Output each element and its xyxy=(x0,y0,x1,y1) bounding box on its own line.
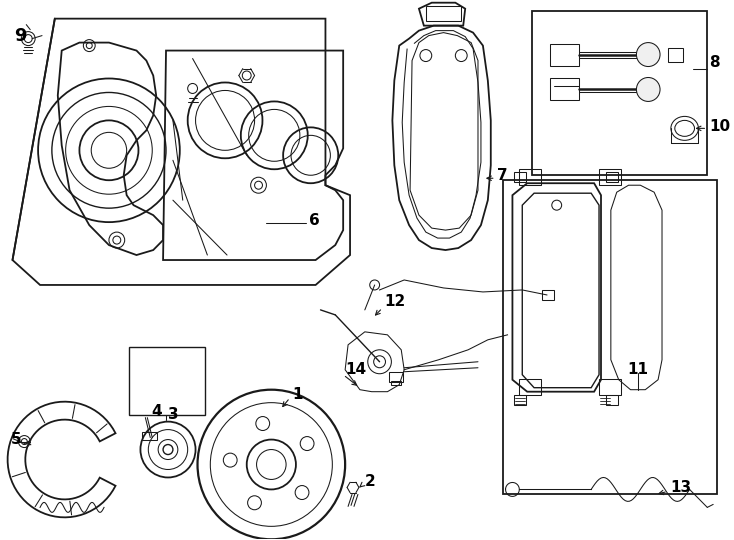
Text: 2: 2 xyxy=(365,474,376,489)
Text: 10: 10 xyxy=(709,119,730,134)
Bar xyxy=(599,169,621,185)
FancyArrowPatch shape xyxy=(283,400,288,407)
Bar xyxy=(606,395,618,404)
FancyArrowPatch shape xyxy=(487,176,493,180)
Text: 8: 8 xyxy=(709,55,720,70)
Bar xyxy=(390,372,403,382)
Bar xyxy=(532,11,708,176)
Text: 5: 5 xyxy=(10,432,21,447)
Bar xyxy=(128,347,206,415)
Text: 4: 4 xyxy=(151,404,162,419)
Bar xyxy=(550,78,579,100)
Text: 11: 11 xyxy=(628,362,649,377)
FancyArrowPatch shape xyxy=(697,126,705,131)
Bar xyxy=(520,379,541,395)
Bar xyxy=(668,48,683,62)
Bar xyxy=(391,381,401,384)
Text: 7: 7 xyxy=(497,168,507,183)
Text: 6: 6 xyxy=(309,213,319,228)
Bar xyxy=(542,290,553,300)
Text: 13: 13 xyxy=(670,480,691,495)
Bar xyxy=(550,44,579,65)
Bar xyxy=(142,431,157,440)
Text: 9: 9 xyxy=(15,26,27,45)
Text: 1: 1 xyxy=(292,387,302,402)
Circle shape xyxy=(636,43,660,66)
Bar xyxy=(515,172,526,182)
Text: 14: 14 xyxy=(345,362,366,377)
Text: 3: 3 xyxy=(168,407,178,422)
FancyArrowPatch shape xyxy=(26,440,31,445)
Circle shape xyxy=(636,78,660,102)
FancyArrowPatch shape xyxy=(376,310,380,315)
Bar xyxy=(515,395,526,404)
Text: 12: 12 xyxy=(385,294,406,309)
Bar xyxy=(503,180,717,495)
Bar xyxy=(520,169,541,185)
Bar xyxy=(599,379,621,395)
FancyArrowPatch shape xyxy=(360,482,365,487)
Bar xyxy=(606,172,618,182)
FancyArrowPatch shape xyxy=(659,490,665,495)
FancyArrowPatch shape xyxy=(346,376,357,385)
Bar xyxy=(426,6,461,21)
